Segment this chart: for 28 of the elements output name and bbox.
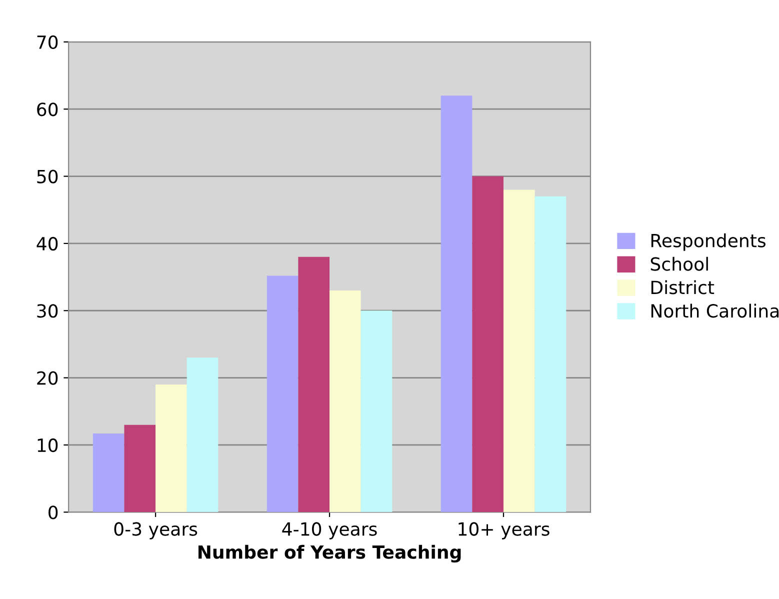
y-tick-label: 40 (36, 236, 58, 251)
y-tick-label: 10 (38, 438, 58, 452)
y-tick-label: 50 (37, 170, 58, 184)
y-tick-label: 60 (37, 102, 58, 116)
bar (156, 384, 187, 512)
x-tick-label: 10+ years (458, 522, 550, 540)
y-tick-label: 70 (37, 35, 58, 50)
bar (360, 310, 392, 512)
y-tick-label: 30 (37, 304, 58, 318)
bar (186, 358, 218, 512)
bar (534, 196, 566, 512)
x-tick-label: 4-10 years (282, 522, 377, 540)
bar (472, 176, 504, 512)
legend-label: Respondents (651, 233, 766, 251)
bar (503, 190, 535, 512)
legend-label: North Carolina (651, 304, 779, 318)
bar (124, 424, 156, 512)
y-tick-label: 20 (37, 371, 58, 385)
x-tick-label: 0-3 years (114, 522, 198, 540)
bar (266, 276, 298, 512)
y-tick-label: 0 (48, 506, 58, 520)
bar (330, 290, 361, 512)
x-axis-title: Number of Years Teaching (198, 544, 461, 563)
bar (440, 96, 472, 512)
bar (92, 434, 124, 512)
legend-label: School (650, 256, 708, 271)
legend-label: District (651, 280, 714, 294)
bar (298, 256, 330, 512)
